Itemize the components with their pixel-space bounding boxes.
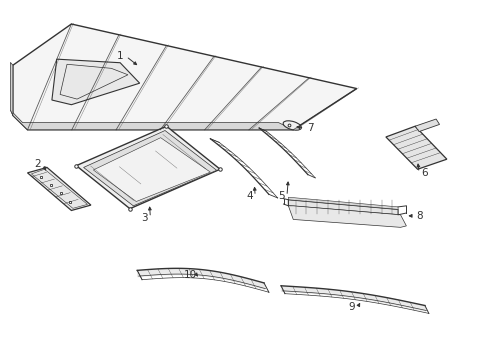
Text: 8: 8 — [416, 211, 423, 221]
Text: 6: 6 — [421, 168, 427, 178]
Ellipse shape — [283, 121, 301, 130]
Polygon shape — [414, 119, 439, 132]
Text: 4: 4 — [245, 191, 252, 201]
Polygon shape — [385, 126, 446, 169]
Polygon shape — [288, 206, 406, 227]
Polygon shape — [10, 110, 293, 130]
Polygon shape — [76, 126, 220, 209]
Text: 10: 10 — [184, 270, 197, 280]
Text: 3: 3 — [141, 213, 147, 222]
Polygon shape — [10, 62, 13, 116]
Text: 7: 7 — [306, 123, 313, 133]
Text: 1: 1 — [117, 51, 123, 61]
Polygon shape — [288, 200, 397, 215]
Polygon shape — [288, 197, 397, 210]
Polygon shape — [52, 59, 140, 105]
Polygon shape — [13, 24, 356, 130]
Text: 2: 2 — [34, 159, 41, 169]
Text: 5: 5 — [277, 191, 284, 201]
Polygon shape — [83, 131, 216, 206]
Polygon shape — [27, 167, 91, 211]
Polygon shape — [93, 138, 210, 202]
Text: 9: 9 — [348, 302, 354, 312]
